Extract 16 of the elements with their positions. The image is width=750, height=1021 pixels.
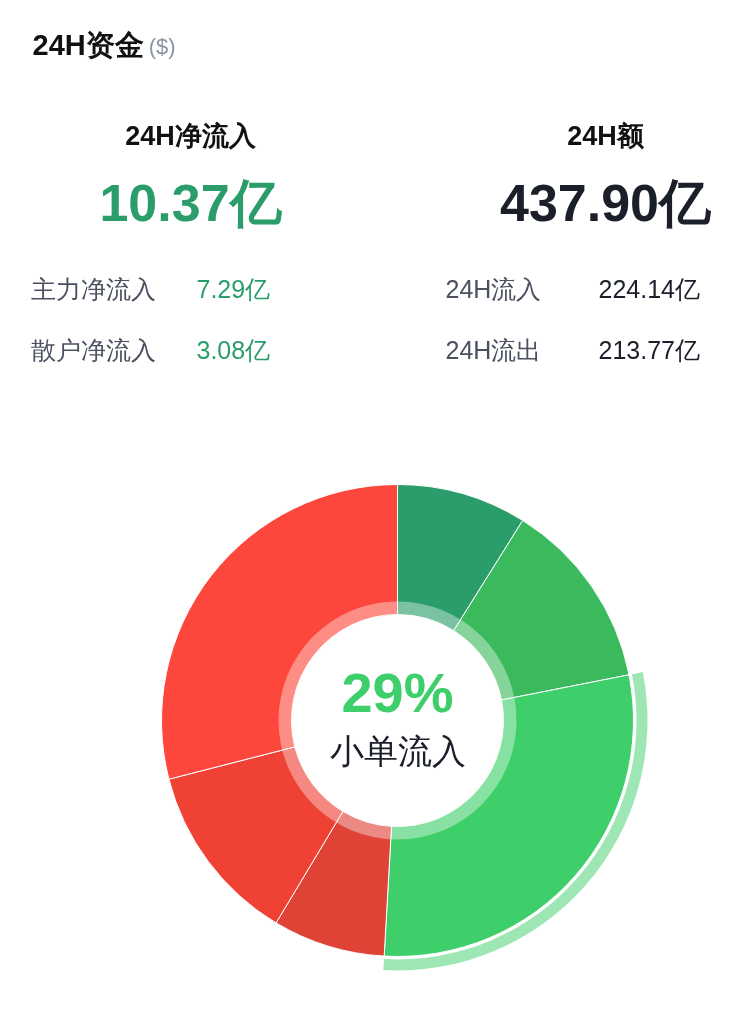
text: 213.77亿 (598, 335, 700, 364)
text: 24H流出 (445, 335, 542, 364)
text: 24H流入 (445, 274, 542, 303)
text: 24H额 (567, 120, 645, 151)
slice-label: 小单流入 (329, 731, 466, 770)
text: 24H资金 (32, 28, 144, 61)
text: 24H净流入 (125, 120, 257, 151)
data-label: 29% (341, 661, 454, 724)
text: 224.14亿 (598, 274, 700, 303)
text: 7.29亿 (196, 274, 271, 303)
text: 10.37亿 (99, 173, 283, 232)
text: 主力净流入 (30, 274, 156, 303)
text: ($) (148, 34, 176, 59)
text: 散户净流入 (30, 335, 156, 364)
text: 437.90亿 (499, 173, 713, 232)
text: 3.08亿 (196, 335, 271, 364)
